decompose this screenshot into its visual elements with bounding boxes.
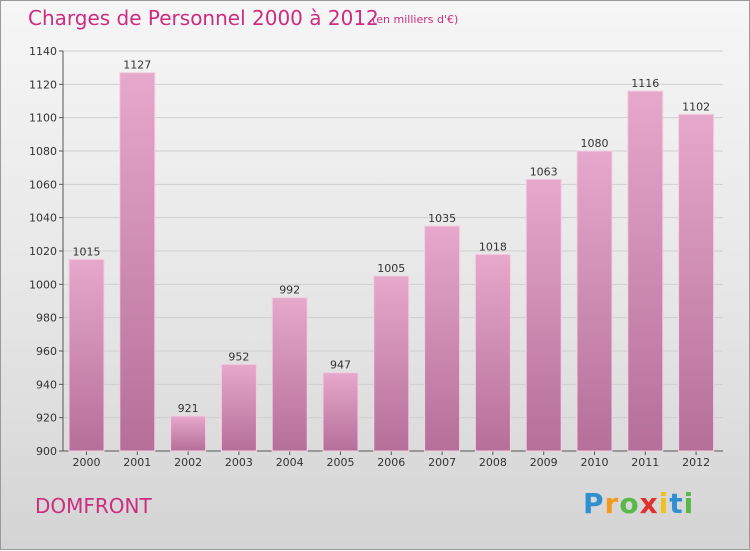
x-tick-label: 2008 (479, 456, 507, 469)
y-tick-label: 1000 (29, 278, 57, 291)
bars (68, 72, 715, 452)
data-label: 1080 (581, 137, 609, 150)
bar (271, 297, 308, 452)
bar (576, 150, 613, 452)
data-label: 1063 (530, 165, 558, 178)
bar (627, 90, 664, 452)
y-tick-label: 1020 (29, 245, 57, 258)
bar (119, 72, 156, 452)
y-tick-labels: 900 920 940 960 980 1000 1020 1040 1060 1080 1100 1… (29, 45, 57, 458)
x-tick-label: 2006 (377, 456, 405, 469)
y-tick-label: 1100 (29, 112, 57, 125)
data-label: 1035 (428, 212, 456, 225)
x-tick-label: 2007 (428, 456, 456, 469)
chart-title: Charges de Personnel 2000 à 2012 (28, 6, 379, 30)
proxiti-logo: Proxiti (583, 487, 695, 520)
y-tick-label: 900 (36, 445, 57, 458)
y-tick-label: 920 (36, 412, 57, 425)
bar (525, 178, 562, 452)
y-tick-label: 980 (36, 312, 57, 325)
y-tick-label: 1080 (29, 145, 57, 158)
data-label: 1102 (682, 100, 710, 113)
data-label: 1015 (73, 245, 101, 258)
x-tick-label: 2010 (581, 456, 609, 469)
y-tick-label: 1060 (29, 178, 57, 191)
bar (322, 372, 359, 452)
x-tick-label: 2012 (682, 456, 710, 469)
x-tick-label: 2005 (327, 456, 355, 469)
x-tick-label: 2000 (73, 456, 101, 469)
bar (373, 275, 410, 452)
bar (424, 225, 461, 452)
y-tick-label: 960 (36, 345, 57, 358)
x-tick-label: 2004 (276, 456, 304, 469)
data-labels: 1015 1127 921 952 992 947 1005 1035 1018 1063 1080… (73, 59, 711, 415)
x-tick-label: 2009 (530, 456, 558, 469)
data-label: 992 (279, 284, 300, 297)
chart-subtitle: (en milliers d'€) (372, 13, 459, 26)
bar (170, 415, 207, 452)
x-tick-label: 2011 (631, 456, 659, 469)
bar (678, 113, 715, 452)
data-label: 921 (178, 402, 199, 415)
bar (68, 258, 105, 452)
data-label: 1005 (377, 262, 405, 275)
y-tick-label: 1140 (29, 45, 57, 58)
data-label: 952 (228, 350, 249, 363)
x-tick-label: 2003 (225, 456, 253, 469)
data-label: 1127 (123, 59, 151, 72)
y-tick-label: 940 (36, 378, 57, 391)
x-tick-labels: 2000 2001 2002 2003 2004 2005 2006 2007 2008 2009… (73, 456, 711, 469)
place-name: DOMFRONT (35, 494, 152, 518)
y-tick-label: 1120 (29, 78, 57, 91)
x-tick-label: 2001 (123, 456, 151, 469)
bar (474, 253, 511, 452)
data-label: 1116 (631, 77, 659, 90)
data-label: 947 (330, 359, 351, 372)
x-tick-label: 2002 (174, 456, 202, 469)
bar (220, 363, 257, 452)
data-label: 1018 (479, 240, 507, 253)
y-tick-label: 1040 (29, 212, 57, 225)
